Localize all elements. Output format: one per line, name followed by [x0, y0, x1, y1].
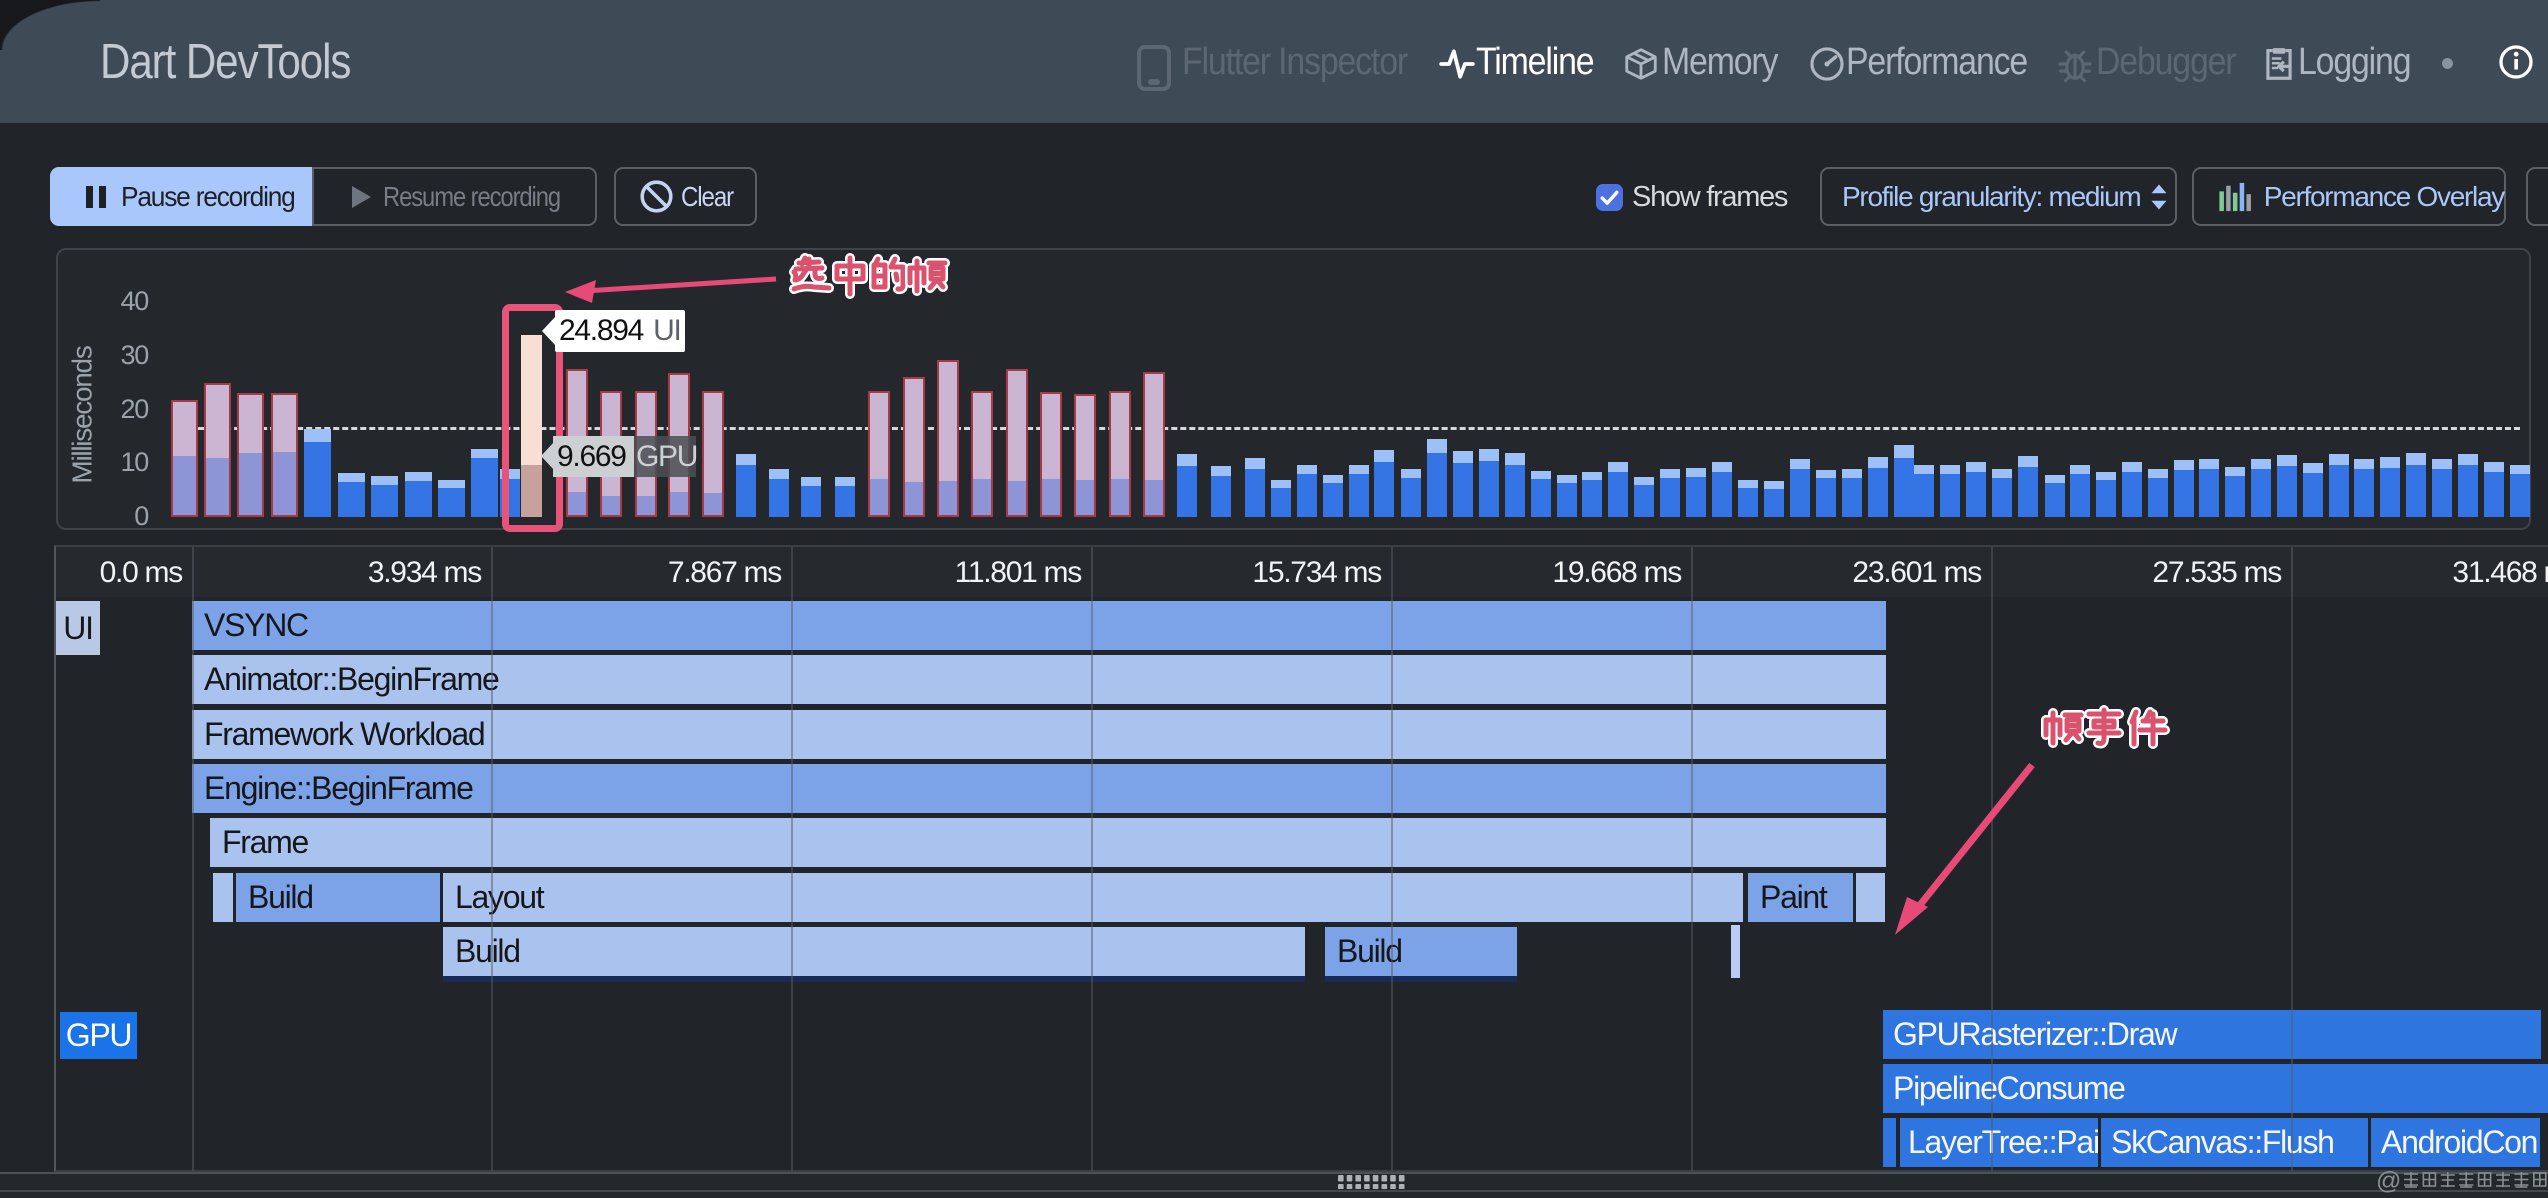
- svg-text:@: @: [2376, 1169, 2400, 1195]
